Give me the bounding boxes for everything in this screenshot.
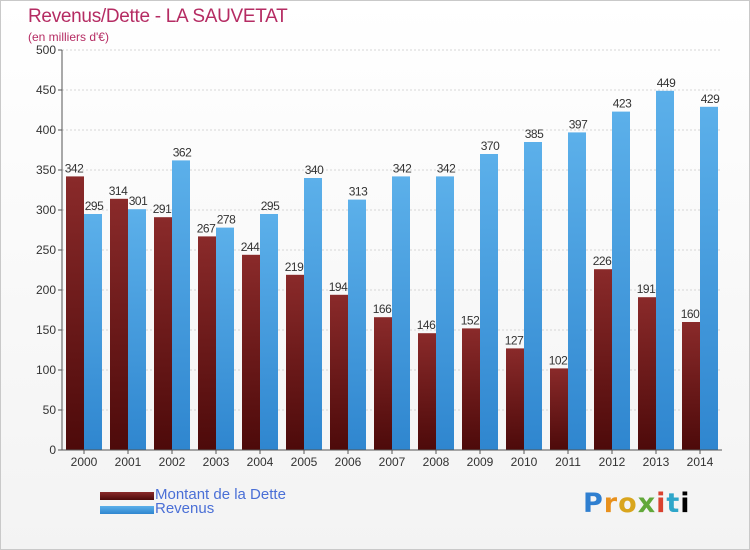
bar-dette: [66, 176, 84, 450]
bar-dette: [418, 333, 436, 450]
y-tick-label: 100: [36, 363, 56, 377]
bar-dette: [550, 368, 568, 450]
data-label-dette: 267: [197, 221, 216, 235]
data-label-revenus: 295: [85, 199, 104, 213]
data-label-revenus: 342: [393, 161, 412, 175]
data-label-revenus: 362: [173, 145, 192, 159]
x-tick-label: 2010: [511, 455, 538, 469]
bar-revenus: [260, 214, 278, 450]
data-label-dette: 191: [637, 282, 656, 296]
x-tick-label: 2012: [599, 455, 626, 469]
bar-dette: [330, 294, 348, 450]
data-label-revenus: 449: [657, 76, 676, 90]
data-label-dette: 152: [461, 313, 480, 327]
bar-revenus: [568, 132, 586, 450]
y-tick-label: 350: [36, 163, 56, 177]
data-label-revenus: 385: [525, 127, 544, 141]
legend-swatch-revenus: [100, 506, 154, 514]
x-tick-label: 2002: [159, 455, 186, 469]
y-tick-label: 300: [36, 203, 56, 217]
x-tick-label: 2011: [555, 455, 581, 469]
y-tick-label: 150: [36, 323, 56, 337]
data-label-dette: 291: [153, 202, 172, 216]
data-label-revenus: 278: [217, 213, 236, 227]
y-tick-label: 400: [36, 123, 56, 137]
bar-dette: [198, 236, 216, 450]
data-label-revenus: 340: [305, 163, 324, 177]
bar-revenus: [612, 111, 630, 450]
y-tick-label: 0: [49, 443, 56, 457]
data-label-revenus: 295: [261, 199, 280, 213]
chart-title: Revenus/Dette - LA SAUVETAT: [28, 6, 288, 27]
y-tick-label: 500: [36, 43, 56, 57]
bar-revenus: [216, 227, 234, 450]
bar-revenus: [392, 176, 410, 450]
data-label-dette: 226: [593, 254, 612, 268]
bar-dette: [286, 274, 304, 450]
bar-revenus: [524, 142, 542, 450]
x-tick-label: 2013: [643, 455, 670, 469]
bar-revenus: [172, 160, 190, 450]
bar-revenus: [348, 199, 366, 450]
bar-dette: [594, 269, 612, 450]
x-tick-label: 2003: [203, 455, 230, 469]
data-label-dette: 102: [549, 353, 568, 367]
bar-dette: [242, 254, 260, 450]
x-tick-label: 2014: [687, 455, 714, 469]
bar-revenus: [480, 154, 498, 450]
bar-dette: [154, 217, 172, 450]
data-label-revenus: 313: [349, 185, 368, 199]
data-label-revenus: 423: [613, 97, 632, 111]
data-label-dette: 160: [681, 307, 700, 321]
data-label-dette: 194: [329, 280, 348, 294]
x-tick-label: 2005: [291, 455, 318, 469]
legend-label-revenus: Revenus: [155, 500, 215, 517]
proxiti-logo: Proxiti: [583, 488, 691, 519]
data-label-revenus: 370: [481, 139, 500, 153]
x-tick-label: 2009: [467, 455, 494, 469]
y-tick-label: 250: [36, 243, 56, 257]
data-label-dette: 127: [505, 333, 524, 347]
data-label-dette: 314: [109, 184, 128, 198]
x-tick-label: 2004: [247, 455, 274, 469]
bar-revenus: [84, 214, 102, 450]
y-tick-label: 50: [43, 403, 57, 417]
x-tick-label: 2008: [423, 455, 450, 469]
data-label-dette: 244: [241, 240, 260, 254]
x-tick-label: 2000: [71, 455, 98, 469]
bar-revenus: [304, 178, 322, 450]
bar-dette: [374, 317, 392, 450]
y-tick-label: 450: [36, 83, 56, 97]
y-tick-label: 200: [36, 283, 56, 297]
bar-dette: [506, 348, 524, 450]
data-label-dette: 166: [373, 302, 392, 316]
x-tick-label: 2006: [335, 455, 362, 469]
chart-subtitle: (en milliers d'€): [28, 30, 109, 44]
data-label-dette: 146: [417, 318, 436, 332]
bar-dette: [462, 328, 480, 450]
bar-dette: [638, 297, 656, 450]
bar-revenus: [700, 106, 718, 451]
x-tick-label: 2007: [379, 455, 406, 469]
data-label-dette: 342: [65, 161, 84, 175]
data-label-revenus: 429: [701, 92, 720, 106]
bar-revenus: [656, 90, 674, 451]
data-label-revenus: 342: [437, 161, 456, 175]
data-label-revenus: 397: [569, 117, 588, 131]
x-tick-label: 2001: [115, 455, 142, 469]
legend-swatch-dette: [100, 492, 154, 500]
legend-label-dette: Montant de la Dette: [155, 486, 286, 503]
bar-revenus: [436, 176, 454, 450]
bar-revenus: [128, 209, 146, 450]
bar-dette: [110, 198, 128, 450]
bar-dette: [682, 322, 700, 450]
data-label-dette: 219: [285, 260, 304, 274]
data-label-revenus: 301: [129, 194, 148, 208]
